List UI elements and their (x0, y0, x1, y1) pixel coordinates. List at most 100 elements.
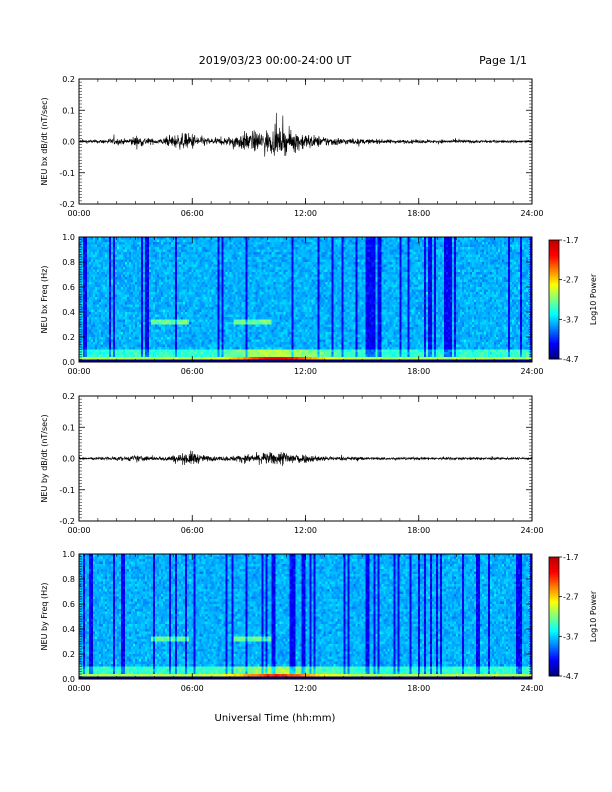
spectrogram-cell (107, 260, 109, 263)
spectrogram-cell (207, 342, 209, 345)
spectrogram-cell (161, 342, 163, 345)
spectrogram-cell (175, 272, 177, 275)
spectrogram-cell (179, 342, 181, 345)
spectrogram-cell (161, 350, 163, 353)
spectrogram-cell (143, 280, 145, 283)
spectrogram-cell (175, 342, 177, 345)
spectrogram-cell (239, 350, 241, 353)
spectrogram-cell (183, 240, 185, 243)
spectrogram-cell (105, 280, 107, 283)
spectrogram-cell (89, 347, 91, 350)
spectrogram-cell (185, 250, 187, 253)
spectrogram-cell (113, 272, 115, 275)
spectrogram-cell (183, 327, 185, 330)
spectrogram-cell (237, 250, 239, 253)
spectrogram-cell (111, 292, 113, 295)
spectrogram-cell (267, 295, 269, 298)
spectrogram-cell (229, 342, 231, 345)
spectrogram-cell (191, 282, 193, 285)
spectrogram-cell (175, 255, 177, 258)
spectrogram-cell (87, 302, 89, 305)
spectrogram-cell (257, 325, 259, 328)
spectrogram-cell (181, 340, 183, 343)
spectrogram-cell (157, 357, 159, 360)
spectrogram-cell (209, 327, 211, 330)
spectrogram-cell (259, 305, 261, 308)
spectrogram-cell (225, 270, 227, 273)
spectrogram-cell (125, 330, 127, 333)
spectrogram-cell (253, 330, 255, 333)
spectrogram-cell (151, 240, 153, 243)
spectrogram-panel: 00:00 06:00 12:00 18:00 24:001.00.80.60.40.2… (40, 233, 598, 376)
spectrogram-cell (133, 282, 135, 285)
spectrogram-cell (195, 350, 197, 353)
spectrogram-cell (109, 252, 111, 255)
spectrogram-cell (253, 257, 255, 260)
spectrogram-cell (99, 272, 101, 275)
spectrogram-cell (235, 317, 237, 320)
spectrogram-cell (99, 280, 101, 283)
spectrogram-cell (221, 310, 223, 313)
spectrogram-cell (159, 330, 161, 333)
spectrogram-cell (177, 270, 179, 273)
spectrogram-cell (195, 307, 197, 310)
spectrogram-cell (221, 257, 223, 260)
spectrogram-cell (191, 347, 193, 350)
spectrogram-cell (169, 297, 171, 300)
spectrogram-cell (267, 327, 269, 330)
spectrogram-cell (237, 252, 239, 255)
spectrogram-cell (117, 297, 119, 300)
spectrogram-cell (151, 287, 153, 290)
spectrogram-cell (123, 337, 125, 340)
spectrogram-cell (203, 280, 205, 283)
spectrogram-cell (111, 255, 113, 258)
spectrogram-cell (251, 350, 253, 353)
spectrogram-cell (143, 255, 145, 258)
spectrogram-cell (143, 250, 145, 253)
spectrogram-cell (83, 250, 85, 253)
spectrogram-cell (169, 317, 171, 320)
spectrogram-cell (237, 347, 239, 350)
spectrogram-cell (191, 265, 193, 268)
spectrogram-cell (141, 340, 143, 343)
spectrogram-cell (211, 307, 213, 310)
spectrogram-cell (139, 242, 141, 245)
spectrogram-cell (189, 310, 191, 313)
spectrogram-cell (83, 350, 85, 353)
spectrogram-cell (231, 307, 233, 310)
spectrogram-cell (179, 240, 181, 243)
spectrogram-cell (203, 260, 205, 263)
spectrogram-cell (105, 295, 107, 298)
spectrogram-cell (155, 257, 157, 260)
spectrogram-cell (213, 285, 215, 288)
spectrogram-cell (219, 245, 221, 248)
spectrogram-cell (161, 307, 163, 310)
spectrogram-cell (185, 265, 187, 268)
spectrogram-cell (133, 297, 135, 300)
spectrogram-cell (167, 345, 169, 348)
spectrogram-cell (177, 252, 179, 255)
spectrogram-cell (215, 300, 217, 303)
spectrogram-cell (139, 287, 141, 290)
spectrogram-cell (241, 335, 243, 338)
spectrogram-cell (211, 320, 213, 323)
spectrogram-cell (115, 340, 117, 343)
spectrogram-cell (257, 290, 259, 293)
spectrogram-cell (99, 270, 101, 273)
spectrogram-cell (99, 282, 101, 285)
spectrogram-cell (241, 297, 243, 300)
spectrogram-cell (113, 337, 115, 340)
spectrogram-cell (243, 307, 245, 310)
spectrogram-cell (141, 285, 143, 288)
spectrogram-cell (221, 305, 223, 308)
spectrogram-cell (149, 352, 151, 355)
spectrogram-cell (141, 330, 143, 333)
spectrogram-cell (211, 245, 213, 248)
spectrogram-cell (197, 315, 199, 318)
spectrogram-cell (85, 282, 87, 285)
spectrogram-cell (121, 297, 123, 300)
spectrogram-cell (257, 352, 259, 355)
spectrogram-cell (263, 310, 265, 313)
spectrogram-cell (153, 280, 155, 283)
spectrogram-cell (121, 302, 123, 305)
